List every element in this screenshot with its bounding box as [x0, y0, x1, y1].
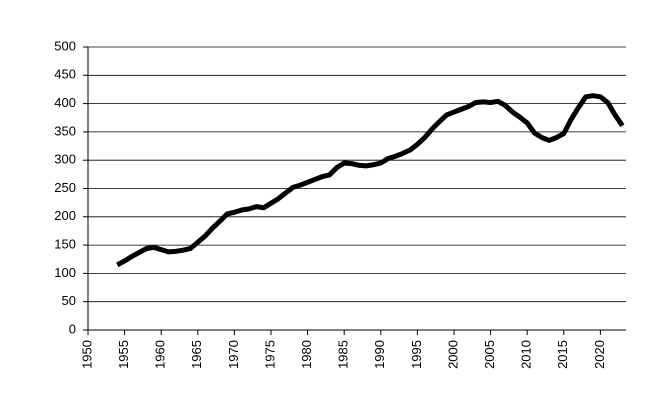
x-tick-label: 1975 — [262, 340, 277, 369]
x-tick-label: 2000 — [445, 340, 460, 369]
data-line — [116, 93, 625, 268]
x-tick-label: 1970 — [226, 340, 241, 369]
x-tick-label: 1955 — [116, 340, 131, 369]
x-tick-label: 1980 — [299, 340, 314, 369]
x-tick-label: 1995 — [409, 340, 424, 369]
y-tick-label: 450 — [54, 67, 76, 82]
y-tick-label: 150 — [54, 237, 76, 252]
y-tick-label: 0 — [69, 321, 76, 336]
x-tick-label: 2010 — [519, 340, 534, 369]
x-tick-label: 1990 — [372, 340, 387, 369]
x-tick-label: 1985 — [336, 340, 351, 369]
x-tick-label: 2005 — [482, 340, 497, 369]
x-tick-label: 1960 — [153, 340, 168, 369]
y-tick-label: 250 — [54, 180, 76, 195]
y-tick-label: 300 — [54, 152, 76, 167]
x-tick-label: 2020 — [592, 340, 607, 369]
y-tick-label: 400 — [54, 95, 76, 110]
x-tick-label: 2015 — [555, 340, 570, 369]
y-tick-label: 350 — [54, 123, 76, 138]
y-tick-label: 50 — [62, 293, 76, 308]
x-tick-label: 1950 — [79, 340, 94, 369]
y-tick-label: 100 — [54, 265, 76, 280]
y-tick-label: 200 — [54, 208, 76, 223]
y-tick-label: 500 — [54, 38, 76, 53]
x-tick-label: 1965 — [189, 340, 204, 369]
